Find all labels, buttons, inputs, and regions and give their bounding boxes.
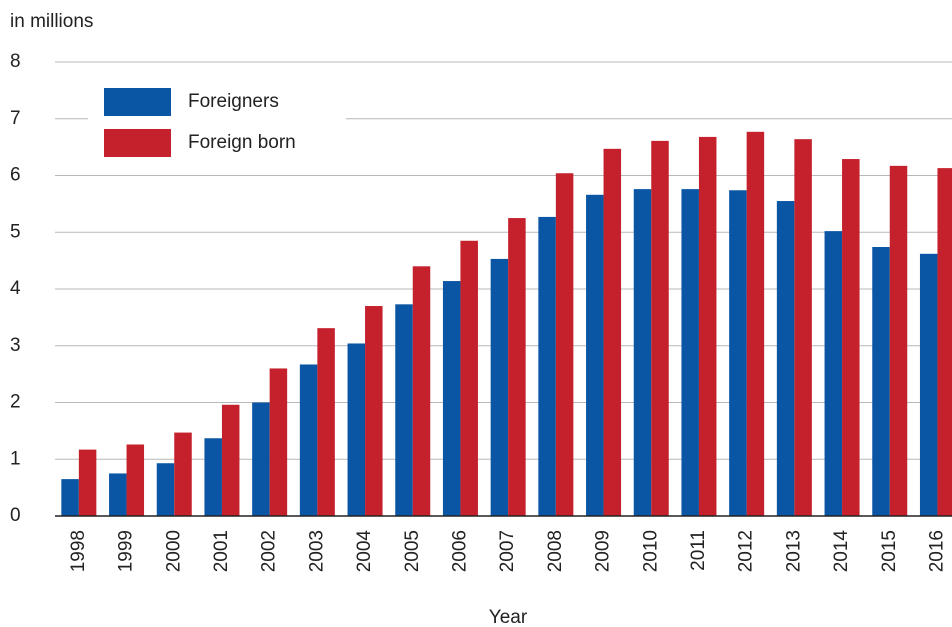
x-tick-label: 2001 <box>211 530 232 572</box>
x-tick-label: 2011 <box>688 530 709 571</box>
bar <box>395 304 413 516</box>
y-tick-label: 7 <box>10 108 21 129</box>
bar <box>746 131 765 517</box>
y-tick-label: 2 <box>10 392 21 413</box>
x-tick-label: 1998 <box>68 530 89 572</box>
bar <box>937 168 952 516</box>
bar <box>490 258 509 516</box>
x-tick-label: 2004 <box>354 530 375 573</box>
x-tick-label: 2007 <box>497 530 518 572</box>
x-tick-label: 2005 <box>402 530 423 572</box>
y-tick-label: 4 <box>10 278 21 299</box>
x-tick-label: 2006 <box>449 530 470 572</box>
x-tick-label: 2012 <box>736 530 757 572</box>
x-axis-title: Year <box>489 607 528 627</box>
x-tick-label: 2003 <box>306 530 327 572</box>
x-tick-label: 2000 <box>163 530 184 572</box>
y-tick-label: 1 <box>10 448 21 469</box>
x-tick-label: 2016 <box>926 530 947 572</box>
bar <box>317 328 335 516</box>
bar <box>919 253 938 516</box>
x-tick-label: 1999 <box>116 530 137 572</box>
bar <box>126 444 145 516</box>
x-tick-label: 2008 <box>545 530 566 572</box>
x-tick-label: 2013 <box>783 530 804 572</box>
bar <box>776 201 795 516</box>
y-axis-label: in millions <box>10 11 93 32</box>
bar <box>872 247 890 516</box>
bar <box>651 140 669 516</box>
bar <box>555 173 574 517</box>
bar <box>61 479 79 516</box>
bar <box>204 438 222 516</box>
x-tick-label: 2014 <box>831 530 852 573</box>
bar <box>586 194 604 517</box>
bar <box>460 240 478 516</box>
bar <box>681 189 699 516</box>
bar <box>412 266 431 516</box>
bar <box>174 432 192 516</box>
bar <box>269 368 288 516</box>
bar <box>538 216 556 517</box>
bar <box>889 165 908 517</box>
y-tick-label: 0 <box>10 505 21 526</box>
y-tick-label: 8 <box>10 51 21 72</box>
y-tick-label: 6 <box>10 165 21 186</box>
bar <box>729 190 747 516</box>
x-tick-label: 2015 <box>879 530 900 572</box>
bar <box>508 218 526 516</box>
bar <box>347 343 366 516</box>
y-tick-label: 3 <box>10 335 21 356</box>
bar <box>365 306 383 516</box>
bar <box>221 404 240 516</box>
bar <box>156 463 175 516</box>
bar <box>299 364 318 516</box>
x-tick-label: 2010 <box>640 530 661 572</box>
bar <box>842 159 860 517</box>
legend-swatch <box>104 129 171 157</box>
bar <box>78 449 97 516</box>
bar <box>252 402 270 516</box>
legend-label: Foreign born <box>188 132 296 153</box>
bar <box>824 231 843 517</box>
bar <box>794 139 812 516</box>
bar <box>109 473 127 516</box>
bar <box>442 281 461 516</box>
x-tick-label: 2002 <box>259 530 280 572</box>
bar <box>633 189 652 516</box>
legend-swatch <box>104 88 171 116</box>
bar <box>698 136 717 516</box>
x-tick-label: 2009 <box>593 530 614 572</box>
y-tick-label: 5 <box>10 221 21 242</box>
bar <box>603 148 622 516</box>
legend-label: Foreigners <box>188 91 279 112</box>
